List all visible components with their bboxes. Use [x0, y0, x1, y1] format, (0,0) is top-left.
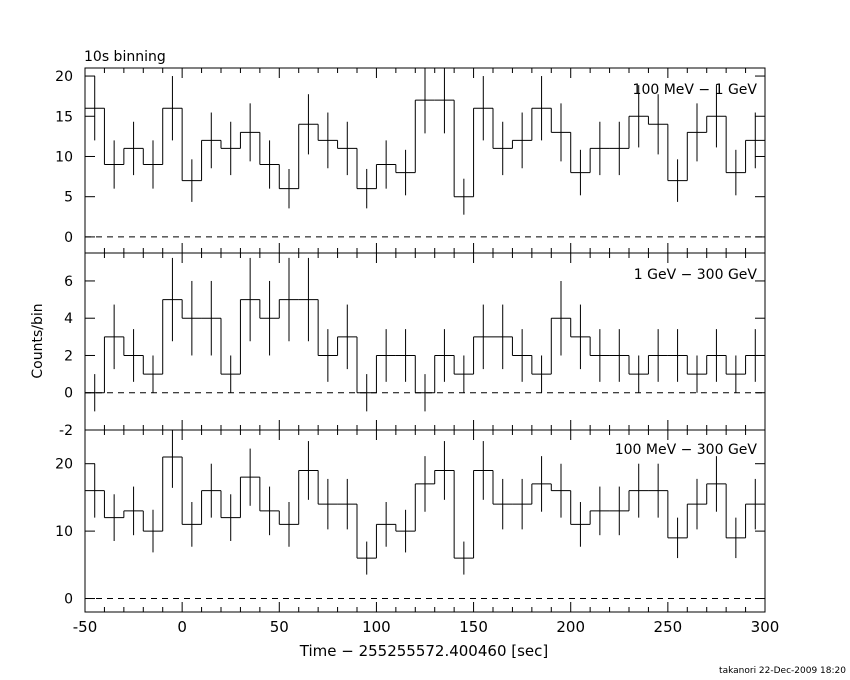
y-tick-label: 2 — [64, 348, 73, 364]
x-tick-label: 0 — [177, 618, 187, 636]
x-tick-label: 100 — [362, 618, 391, 636]
x-tick-label: 300 — [751, 618, 780, 636]
x-tick-label: -50 — [73, 618, 98, 636]
energy-band-label-3: 100 MeV − 300 GeV — [615, 442, 758, 458]
y-tick-label: 10 — [55, 524, 73, 540]
x-tick-label: 150 — [459, 618, 488, 636]
y-tick-label: 0 — [64, 592, 73, 608]
footer-stamp: takanori 22-Dec-2009 18:20 — [719, 666, 846, 676]
panel-frame-3 — [84, 429, 766, 613]
y-tick-label: 5 — [64, 190, 73, 206]
panels-group: 0 5 10 15 20 100 MeV − 1 GeV -2 0 2 4 6 1 GeV − 300… — [55, 67, 780, 636]
y-axis-label: Counts/bin — [30, 303, 46, 378]
y-tick-label: 0 — [64, 230, 73, 246]
y-tick-label: 0 — [64, 386, 73, 402]
y-tick-label: 10 — [55, 149, 73, 165]
x-tick-label: 200 — [556, 618, 585, 636]
x-tick-label: 50 — [270, 618, 289, 636]
y-tick-label: 20 — [55, 457, 73, 473]
y-tick-label: 4 — [64, 311, 73, 327]
y-tick-label: 20 — [55, 69, 73, 85]
y-tick-label: 6 — [64, 274, 73, 290]
y-tick-label: -2 — [59, 423, 73, 439]
x-axis-label: Time − 255255572.400460 [sec] — [299, 642, 549, 660]
energy-band-label-2: 1 GeV − 300 GeV — [634, 267, 758, 283]
y-tick-label: 15 — [55, 109, 73, 125]
energy-band-label-1: 100 MeV − 1 GeV — [633, 82, 758, 98]
figure-title: 10s binning — [84, 49, 166, 65]
x-tick-label: 250 — [654, 618, 683, 636]
